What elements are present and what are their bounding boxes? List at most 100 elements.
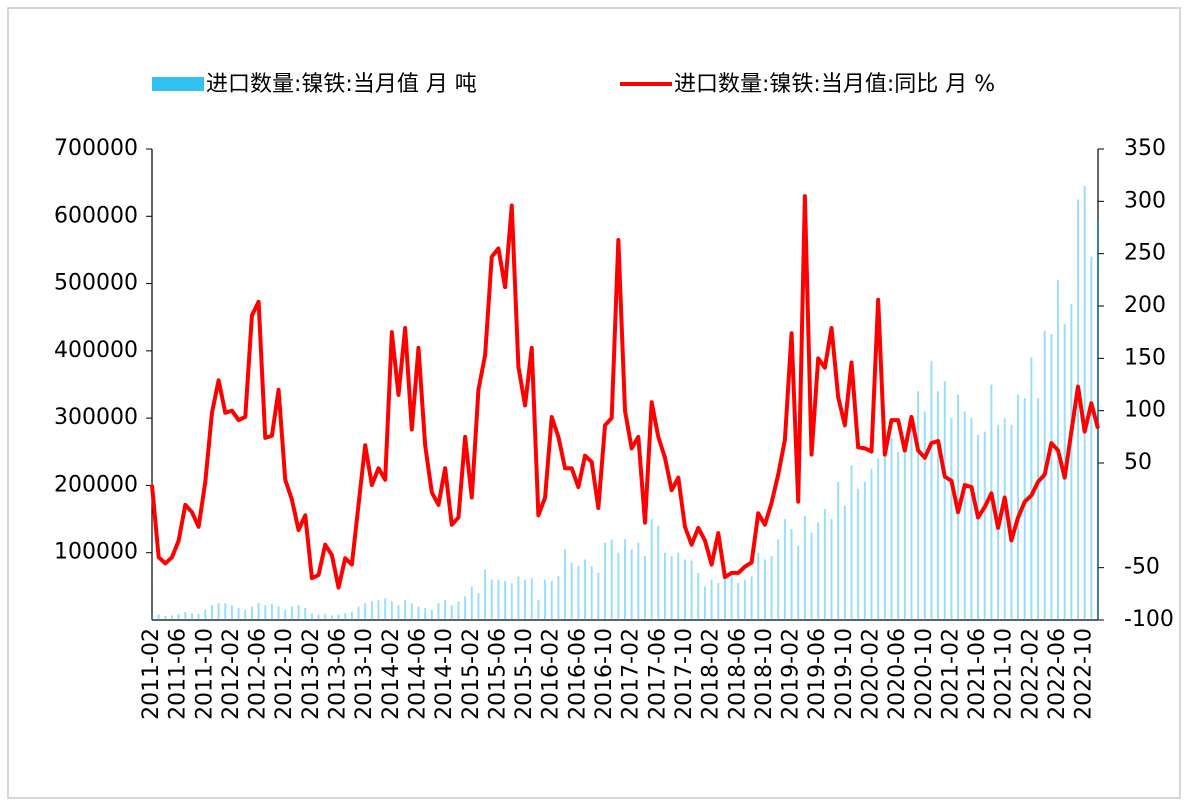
bar: [810, 532, 813, 620]
bar: [444, 599, 447, 620]
bar: [877, 458, 880, 620]
bar: [983, 431, 986, 620]
x-tick-label: 2011-06: [166, 628, 191, 720]
bar: [723, 569, 726, 620]
bar: [950, 418, 953, 620]
bar: [237, 607, 240, 620]
bar: [703, 586, 706, 620]
bar: [890, 438, 893, 620]
bar: [963, 411, 966, 620]
bar: [690, 560, 693, 620]
y2-tick-label: 150: [1124, 345, 1166, 370]
bar: [857, 488, 860, 620]
bar: [970, 418, 973, 620]
bar: [264, 605, 267, 620]
bar: [577, 566, 580, 620]
bar: [604, 542, 607, 620]
bar: [624, 539, 626, 620]
bar: [404, 599, 407, 620]
bar: [324, 613, 327, 620]
bar: [930, 360, 933, 620]
y-tick-label: 100000: [54, 540, 138, 565]
bar: [750, 576, 753, 620]
bar: [157, 614, 160, 620]
bar: [230, 605, 233, 620]
bar: [397, 605, 400, 620]
bar: [364, 603, 367, 620]
bar: [370, 601, 373, 620]
x-tick-label: 2018-02: [699, 628, 724, 720]
bar: [284, 609, 287, 620]
bar: [210, 605, 213, 620]
x-tick-label: 2011-02: [139, 628, 164, 720]
bar: [450, 605, 453, 620]
bar: [164, 615, 167, 620]
x-tick-label: 2019-02: [779, 628, 804, 720]
bar: [817, 522, 820, 620]
x-tick-label: 2014-02: [379, 628, 404, 720]
bar: [897, 451, 900, 620]
bar: [883, 445, 886, 620]
x-tick-label: 2012-10: [272, 628, 297, 720]
bar: [357, 606, 360, 620]
bar: [923, 411, 926, 620]
bar: [1010, 424, 1013, 620]
bar: [490, 579, 493, 620]
x-tick-label: 2013-02: [299, 628, 324, 720]
bar: [524, 579, 527, 620]
bar: [783, 519, 786, 620]
bar: [730, 576, 733, 620]
bar: [683, 559, 686, 620]
bar: [743, 579, 746, 620]
x-tick-label: 2021-06: [965, 628, 990, 720]
bar: [517, 576, 520, 620]
bar: [430, 609, 433, 620]
bar: [1077, 199, 1080, 620]
x-tick-label: 2021-10: [992, 628, 1017, 720]
bar: [277, 606, 280, 620]
bar: [1083, 186, 1086, 620]
bar: [850, 465, 853, 620]
bar: [1090, 256, 1093, 620]
bar: [657, 525, 660, 620]
bar: [584, 559, 587, 620]
bar: [350, 611, 353, 620]
bar: [1003, 418, 1006, 620]
x-tick-label: 2018-10: [752, 628, 777, 720]
bar: [390, 601, 393, 620]
y-tick-label: 600000: [54, 203, 138, 228]
bar: [484, 569, 487, 620]
bar: [197, 613, 200, 620]
bar: [590, 566, 593, 620]
bar: [510, 582, 513, 620]
x-tick-label: 2016-02: [539, 628, 564, 720]
x-tick-label: 2020-10: [912, 628, 937, 720]
bar: [570, 562, 573, 620]
bar: [317, 614, 320, 620]
bar: [537, 599, 540, 620]
bar: [170, 615, 173, 620]
bar: [597, 572, 600, 620]
y2-tick-label: -50: [1124, 555, 1160, 580]
x-tick-label: 2012-06: [246, 628, 271, 720]
bar: [204, 609, 207, 620]
bar: [650, 519, 653, 620]
bar: [337, 614, 340, 620]
bar: [777, 539, 780, 620]
x-tick-label: 2022-02: [1018, 628, 1043, 720]
x-tick-label: 2020-02: [858, 628, 883, 720]
x-tick-label: 2016-10: [592, 628, 617, 720]
bar: [977, 434, 980, 620]
bar: [224, 603, 227, 620]
x-tick-label: 2021-02: [938, 628, 963, 720]
bar: [717, 582, 720, 620]
bar: [410, 603, 413, 620]
legend-swatch: [152, 77, 204, 91]
x-tick-label: 2018-06: [725, 628, 750, 720]
y2-tick-label: 350: [1124, 136, 1166, 161]
bar: [344, 613, 347, 620]
bar: [1030, 357, 1033, 620]
x-tick-label: 2013-06: [326, 628, 351, 720]
y2-tick-label: 100: [1124, 398, 1166, 423]
